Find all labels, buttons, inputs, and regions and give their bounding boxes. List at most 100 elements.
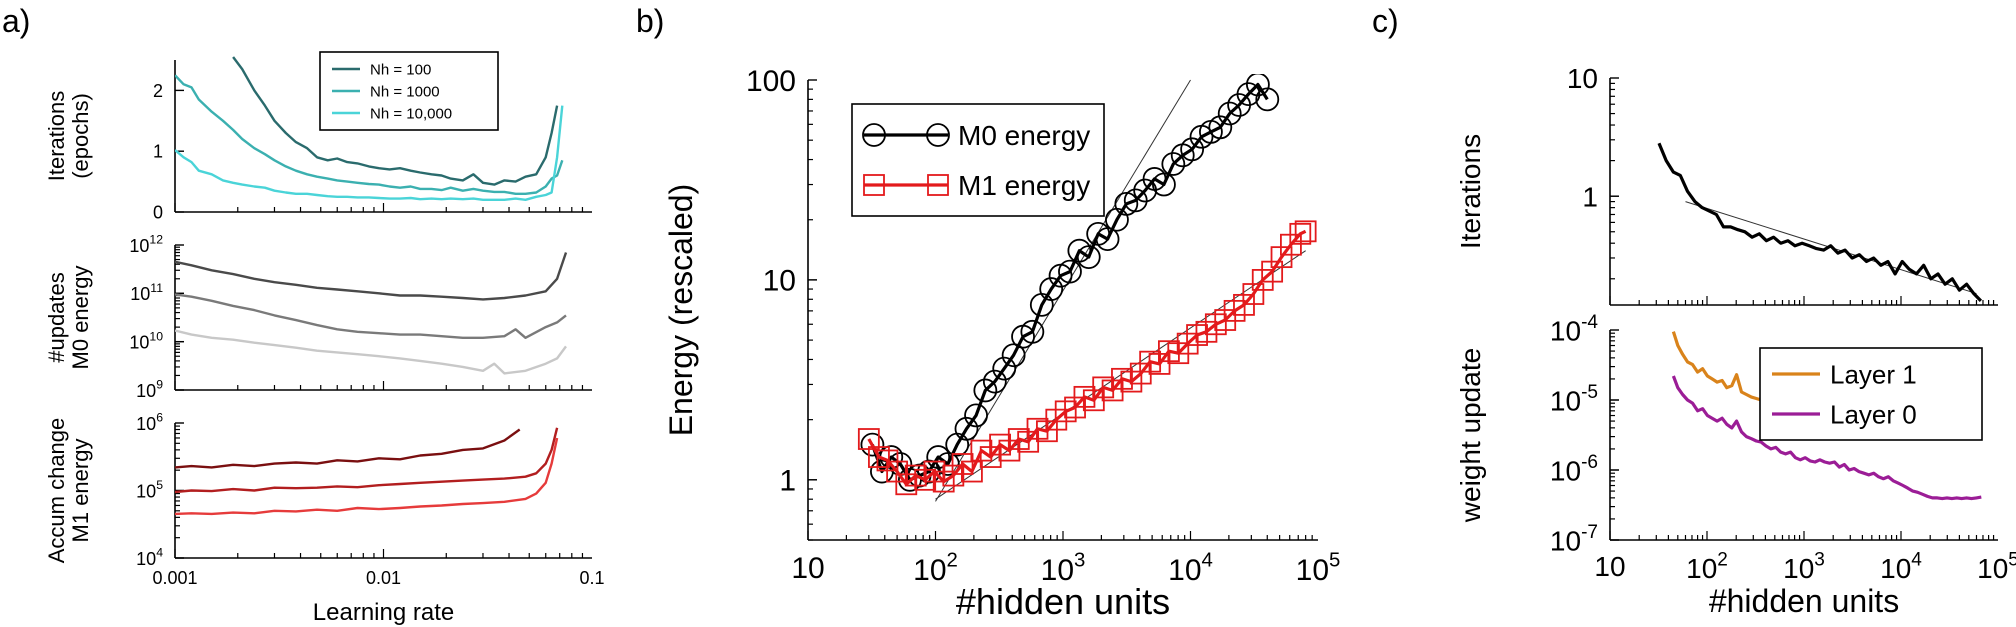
- y-tick-label: 10-4: [1550, 312, 1598, 347]
- data-point-circle: [973, 378, 998, 403]
- data-point-circle: [1095, 227, 1120, 252]
- data-point-circle: [954, 416, 979, 441]
- y-tick-label: 100: [746, 65, 796, 98]
- y-axis-label: (epochs): [68, 93, 93, 179]
- series-line-2: [175, 74, 564, 196]
- y-tick-label: 10-5: [1550, 382, 1598, 417]
- data-point-circle: [1001, 343, 1026, 368]
- data-point-circle: [1020, 319, 1045, 344]
- x-axis-label: #hidden units: [1709, 583, 1899, 619]
- x-tick-label: 105: [1977, 549, 2016, 584]
- x-tick-label: 0.1: [579, 568, 604, 588]
- y-tick-label: 2: [153, 81, 163, 101]
- chart-a3: 104 105 106 0.001 0.01 0.1 Learning rate Accum …: [44, 411, 605, 626]
- x-axis-label: Learning rate: [313, 599, 454, 626]
- panel-label-b: b): [636, 3, 664, 39]
- data-area: [175, 56, 564, 202]
- chart-a1: 0 1 2 Iterations (epochs) Nh = 100 Nh = 1000 Nh…: [44, 51, 592, 222]
- legend-marker: [863, 174, 885, 196]
- data-point-square: [961, 460, 983, 483]
- y-tick-label: 106: [136, 411, 163, 434]
- series-line-1: [175, 252, 568, 301]
- legend-entry: M1 energy: [958, 170, 1090, 201]
- data-point-circle: [1152, 172, 1176, 197]
- y-axis-label: M0 energy: [68, 266, 93, 370]
- y-tick-label: 1011: [130, 281, 163, 304]
- series-line-2: [175, 427, 559, 494]
- legend-marker: [927, 174, 949, 196]
- x-tick-label: 103: [1041, 550, 1086, 588]
- y-axis-label: M1 energy: [68, 439, 93, 543]
- data-area: [175, 427, 559, 516]
- data-point-circle: [1114, 192, 1139, 216]
- data-point-square: [1289, 222, 1312, 245]
- series-line-2: [1671, 375, 1982, 501]
- series-line-1: [232, 56, 559, 186]
- y-tick-label: 10: [1567, 63, 1598, 94]
- x-tick-label: 0.01: [366, 568, 401, 588]
- legend-entry: Nh = 100: [370, 61, 431, 78]
- data-point-circle: [1217, 101, 1242, 126]
- y-tick-label: 10: [763, 265, 796, 298]
- y-tick-label: 1: [779, 465, 796, 498]
- y-axis-label: Accum change: [44, 418, 69, 564]
- data-point-circle: [1255, 87, 1280, 112]
- y-tick-label: 1010: [129, 329, 163, 352]
- y-axis-label: Iterations: [1455, 134, 1486, 249]
- series-line-1: [175, 428, 521, 469]
- data-point-circle: [935, 452, 960, 476]
- y-axis-label: weight update: [1455, 348, 1486, 523]
- data-area: [175, 252, 568, 375]
- chart-a2: 109 1010 1011 1012 #updates M0 energy: [44, 233, 592, 401]
- panel-label-a: a): [2, 3, 30, 39]
- legend-box: [1759, 347, 1983, 441]
- chart-c2: 10-7 10-6 10-5 10-4 10 102 103 104 105 #hidden un…: [1455, 312, 2016, 619]
- data-point-circle: [982, 369, 1007, 394]
- y-axis-label: Energy (rescaled): [663, 184, 699, 437]
- series-line-3: [175, 329, 567, 375]
- legend-entry: Nh = 10,000: [370, 105, 452, 122]
- x-tick-label: 104: [1880, 549, 1922, 584]
- y-axis-label: Iterations: [44, 91, 69, 182]
- data-point-circle: [1039, 277, 1064, 301]
- y-axis-label: #updates: [44, 272, 69, 363]
- legend-entry: Layer 0: [1830, 399, 1917, 429]
- x-tick-label: 102: [913, 550, 958, 588]
- x-tick-label: 103: [1783, 549, 1825, 584]
- y-tick-label: 1: [153, 142, 163, 162]
- x-axis-label: #hidden units: [956, 581, 1170, 622]
- series-line-2: [867, 229, 1307, 486]
- series-line-3: [175, 437, 559, 516]
- data-area: [857, 74, 1317, 502]
- data-point-square: [1294, 220, 1317, 243]
- x-tick-label: 0.001: [152, 568, 197, 588]
- x-tick-label: 102: [1686, 549, 1728, 584]
- data-point-circle: [1123, 188, 1148, 213]
- y-tick-label: 1012: [129, 233, 163, 256]
- legend-entry: M0 energy: [958, 120, 1090, 151]
- data-point-circle: [1076, 245, 1101, 270]
- y-tick-label: 109: [136, 378, 163, 401]
- data-point-circle: [1180, 137, 1205, 162]
- legend-entry: Layer 1: [1830, 359, 1917, 389]
- data-point-circle: [992, 356, 1017, 381]
- data-point-circle: [1058, 259, 1082, 284]
- data-area: [1657, 142, 1983, 303]
- y-tick-label: 0: [153, 202, 163, 222]
- series-line-3: [175, 105, 564, 202]
- data-point-circle: [1236, 82, 1261, 107]
- y-tick-label: 10-6: [1550, 452, 1598, 487]
- x-tick-label: 10: [791, 552, 824, 585]
- data-point-circle: [1161, 152, 1186, 176]
- data-point-circle: [1208, 115, 1233, 140]
- series-line-2: [175, 293, 567, 339]
- data-point-circle: [964, 403, 988, 428]
- x-tick-label: 10: [1594, 551, 1625, 582]
- y-tick-label: 104: [136, 546, 163, 569]
- x-tick-label: 104: [1168, 550, 1213, 588]
- chart-c1: 1 10 Iterations: [1455, 63, 1998, 306]
- legend-entry: Nh = 1000: [370, 83, 440, 100]
- legend-marker: [862, 123, 886, 147]
- y-tick-label: 1: [1582, 181, 1598, 212]
